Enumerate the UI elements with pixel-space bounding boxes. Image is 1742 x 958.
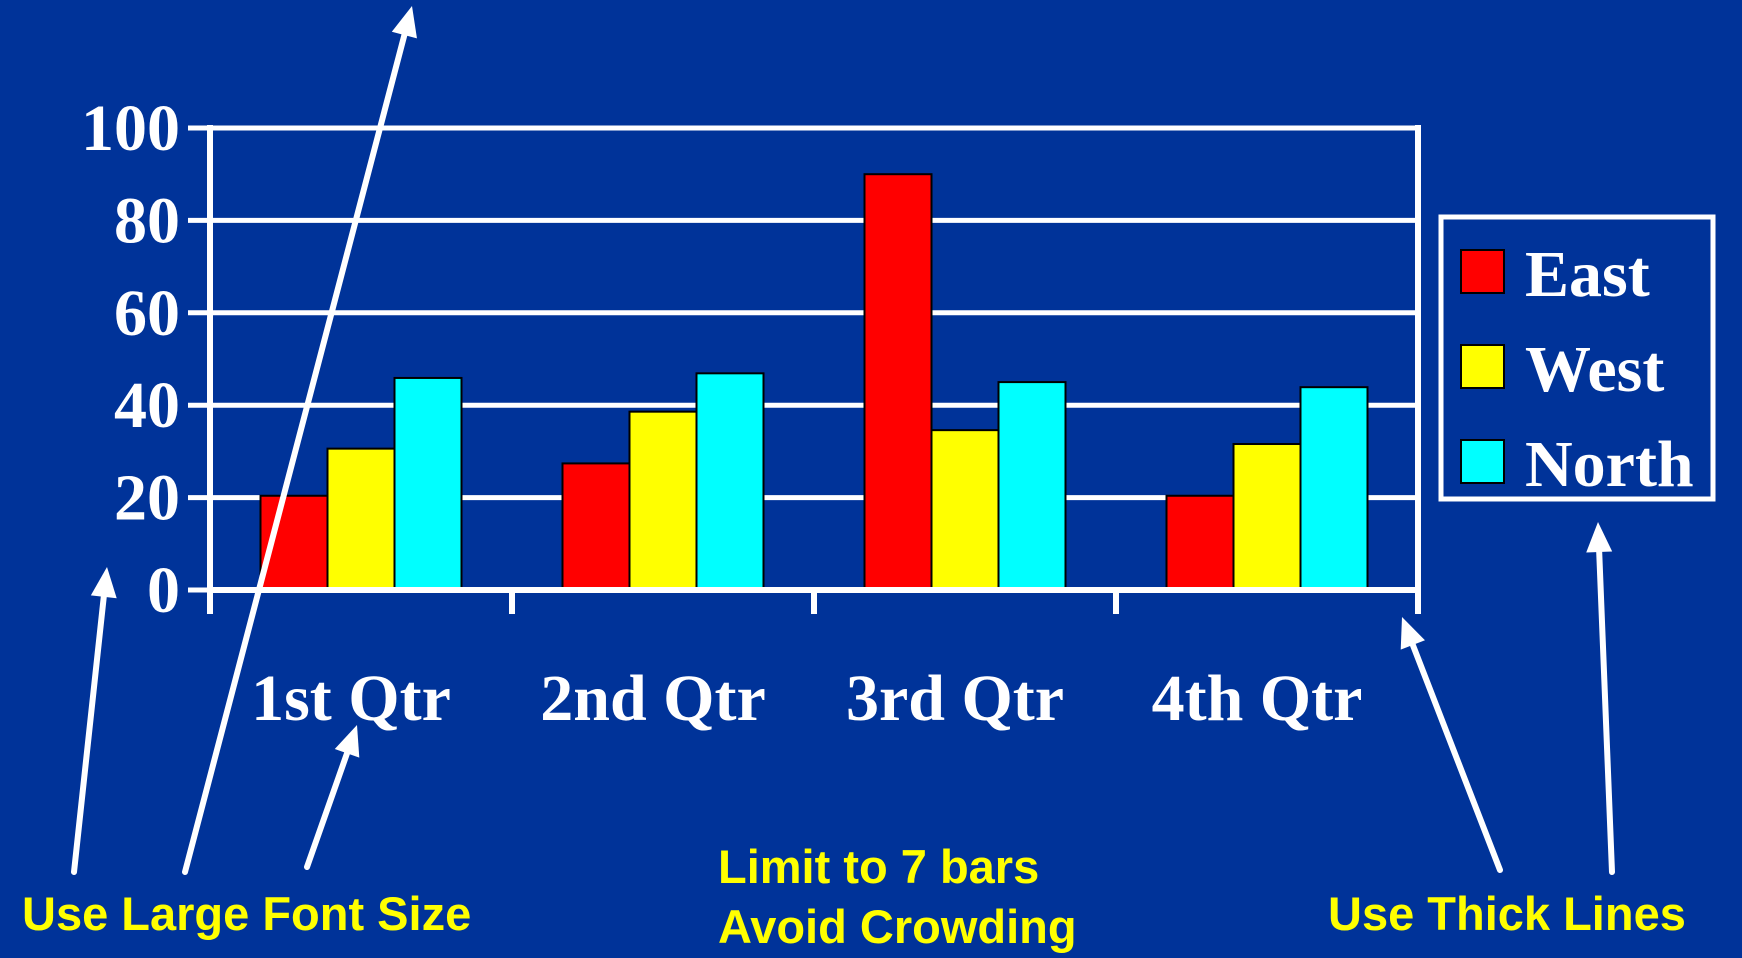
plot-area: 0 20 40 60 80 100 1st Qtr 2nd Qtr 3rd Qtr 4th Qtr	[81, 92, 1421, 735]
x-tick-label-1: 1st Qtr	[251, 662, 451, 735]
legend-label-west: West	[1525, 333, 1664, 406]
x-tick-label-3: 3rd Qtr	[846, 662, 1064, 735]
arrow-to-top-head	[391, 6, 417, 39]
arrow-to-y-labels-shaft	[71, 593, 107, 875]
x-tick-label-4: 4th Qtr	[1152, 662, 1363, 735]
annotation-limit-bars: Limit to 7 bars	[718, 840, 1039, 893]
bar-east-4	[1165, 494, 1235, 592]
legend-swatch-east	[1460, 249, 1505, 294]
y-tick-label-0: 0	[147, 554, 180, 627]
arrow-to-top-shaft	[182, 32, 408, 875]
bar-north-1	[393, 376, 463, 591]
y-tick-label-20: 20	[114, 462, 180, 535]
arrow-to-category-labels-shaft	[304, 750, 351, 870]
y-tick-label-80: 80	[114, 184, 180, 257]
arrow-to-y-labels	[71, 567, 117, 875]
annotation-avoid-crowding: Avoid Crowding	[718, 900, 1077, 953]
bar-west-2	[628, 410, 698, 591]
annotation-arrows	[71, 6, 1615, 875]
legend-frame	[1438, 214, 1716, 502]
arrow-to-category-labels-head	[334, 725, 360, 758]
arrow-to-top	[182, 6, 417, 875]
arrow-to-legend-shaft	[1596, 548, 1615, 875]
arrow-to-axis-lines	[1400, 617, 1503, 873]
arrow-to-y-labels-head	[90, 567, 117, 599]
arrow-to-axis-lines-head	[1400, 617, 1425, 650]
annotation-large-font: Use Large Font Size	[22, 887, 471, 940]
y-tick-label-60: 60	[114, 277, 180, 350]
bar-east-2	[561, 462, 631, 591]
legend: East West North	[1438, 214, 1716, 502]
bar-west-3	[930, 429, 1000, 592]
bar-west-1	[326, 447, 396, 591]
bar-north-2	[695, 372, 765, 591]
arrow-to-legend-head	[1586, 522, 1613, 553]
arrow-to-axis-lines-shaft	[1409, 641, 1503, 873]
bar-north-3	[997, 381, 1067, 591]
annotation-thick-lines: Use Thick Lines	[1328, 887, 1686, 940]
arrow-to-category-labels	[304, 725, 360, 870]
x-tick-label-2: 2nd Qtr	[540, 662, 766, 735]
legend-label-north: North	[1525, 428, 1694, 501]
legend-swatch-north	[1460, 439, 1505, 484]
legend-label-east: East	[1525, 238, 1650, 311]
bar-east-3	[863, 173, 933, 591]
legend-swatch-west	[1460, 344, 1505, 389]
y-tick-label-40: 40	[114, 369, 180, 442]
arrow-to-legend	[1586, 522, 1615, 875]
bar-north-4	[1299, 386, 1369, 591]
y-tick-label-100: 100	[81, 92, 180, 165]
bar-west-4	[1232, 443, 1302, 591]
